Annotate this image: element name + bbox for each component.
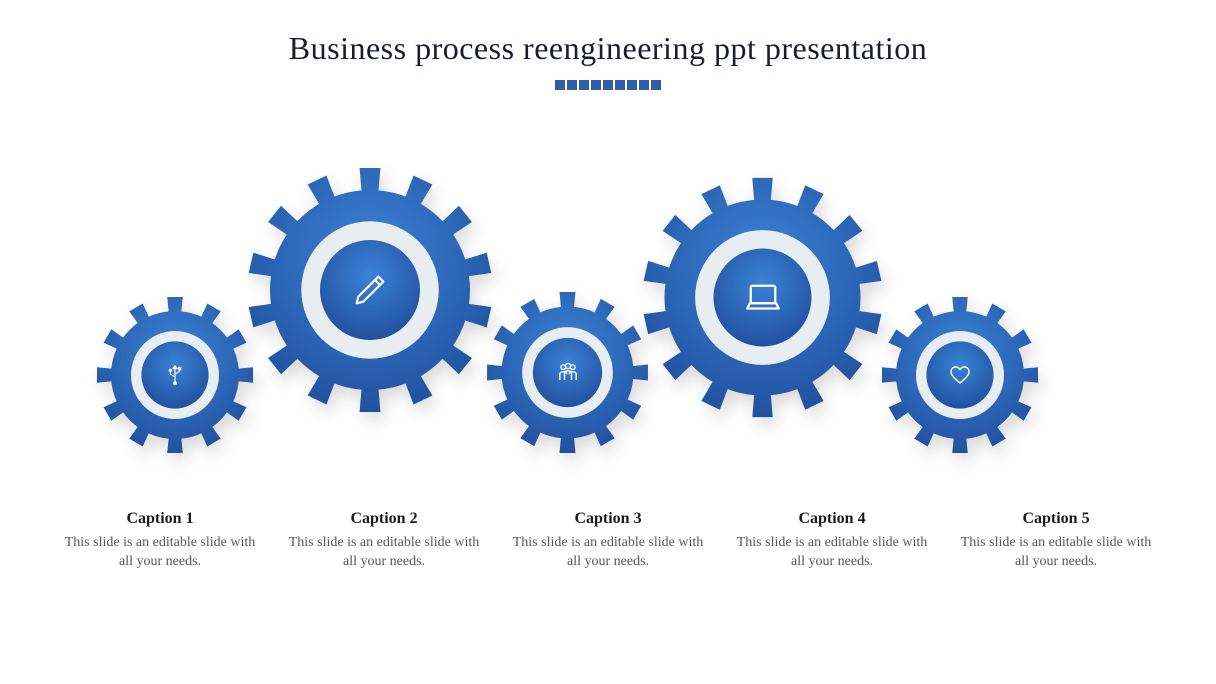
decor-dots (0, 77, 1216, 95)
gear-4 (640, 175, 885, 420)
decor-dot (651, 80, 661, 90)
caption-title: Caption 4 (732, 510, 932, 528)
laptop-icon (742, 277, 784, 319)
decor-dot (567, 80, 577, 90)
caption-desc: This slide is an editable slide with all… (956, 534, 1156, 572)
pencil-icon (350, 270, 390, 310)
caption-desc: This slide is an editable slide with all… (508, 534, 708, 572)
decor-dot (639, 80, 649, 90)
caption-block-2: Caption 2 This slide is an editable slid… (284, 510, 484, 572)
caption-desc: This slide is an editable slide with all… (732, 534, 932, 572)
gear-diagram (0, 140, 1216, 480)
caption-title: Caption 3 (508, 510, 708, 528)
caption-desc: This slide is an editable slide with all… (60, 534, 260, 572)
caption-block-5: Caption 5 This slide is an editable slid… (956, 510, 1156, 572)
decor-dot (627, 80, 637, 90)
caption-title: Caption 1 (60, 510, 260, 528)
decor-dot (591, 80, 601, 90)
heart-icon (948, 363, 972, 387)
usb-icon (164, 364, 186, 386)
gear-2 (245, 165, 495, 415)
gear-5 (880, 295, 1040, 455)
gear-1 (95, 295, 255, 455)
caption-title: Caption 2 (284, 510, 484, 528)
decor-dot (615, 80, 625, 90)
captions-row: Caption 1 This slide is an editable slid… (60, 510, 1156, 572)
decor-dot (603, 80, 613, 90)
people-icon (554, 359, 582, 387)
caption-block-1: Caption 1 This slide is an editable slid… (60, 510, 260, 572)
page-title: Business process reengineering ppt prese… (0, 0, 1216, 67)
decor-dot (579, 80, 589, 90)
decor-dot (555, 80, 565, 90)
caption-block-4: Caption 4 This slide is an editable slid… (732, 510, 932, 572)
caption-title: Caption 5 (956, 510, 1156, 528)
caption-desc: This slide is an editable slide with all… (284, 534, 484, 572)
caption-block-3: Caption 3 This slide is an editable slid… (508, 510, 708, 572)
gear-3 (485, 290, 650, 455)
